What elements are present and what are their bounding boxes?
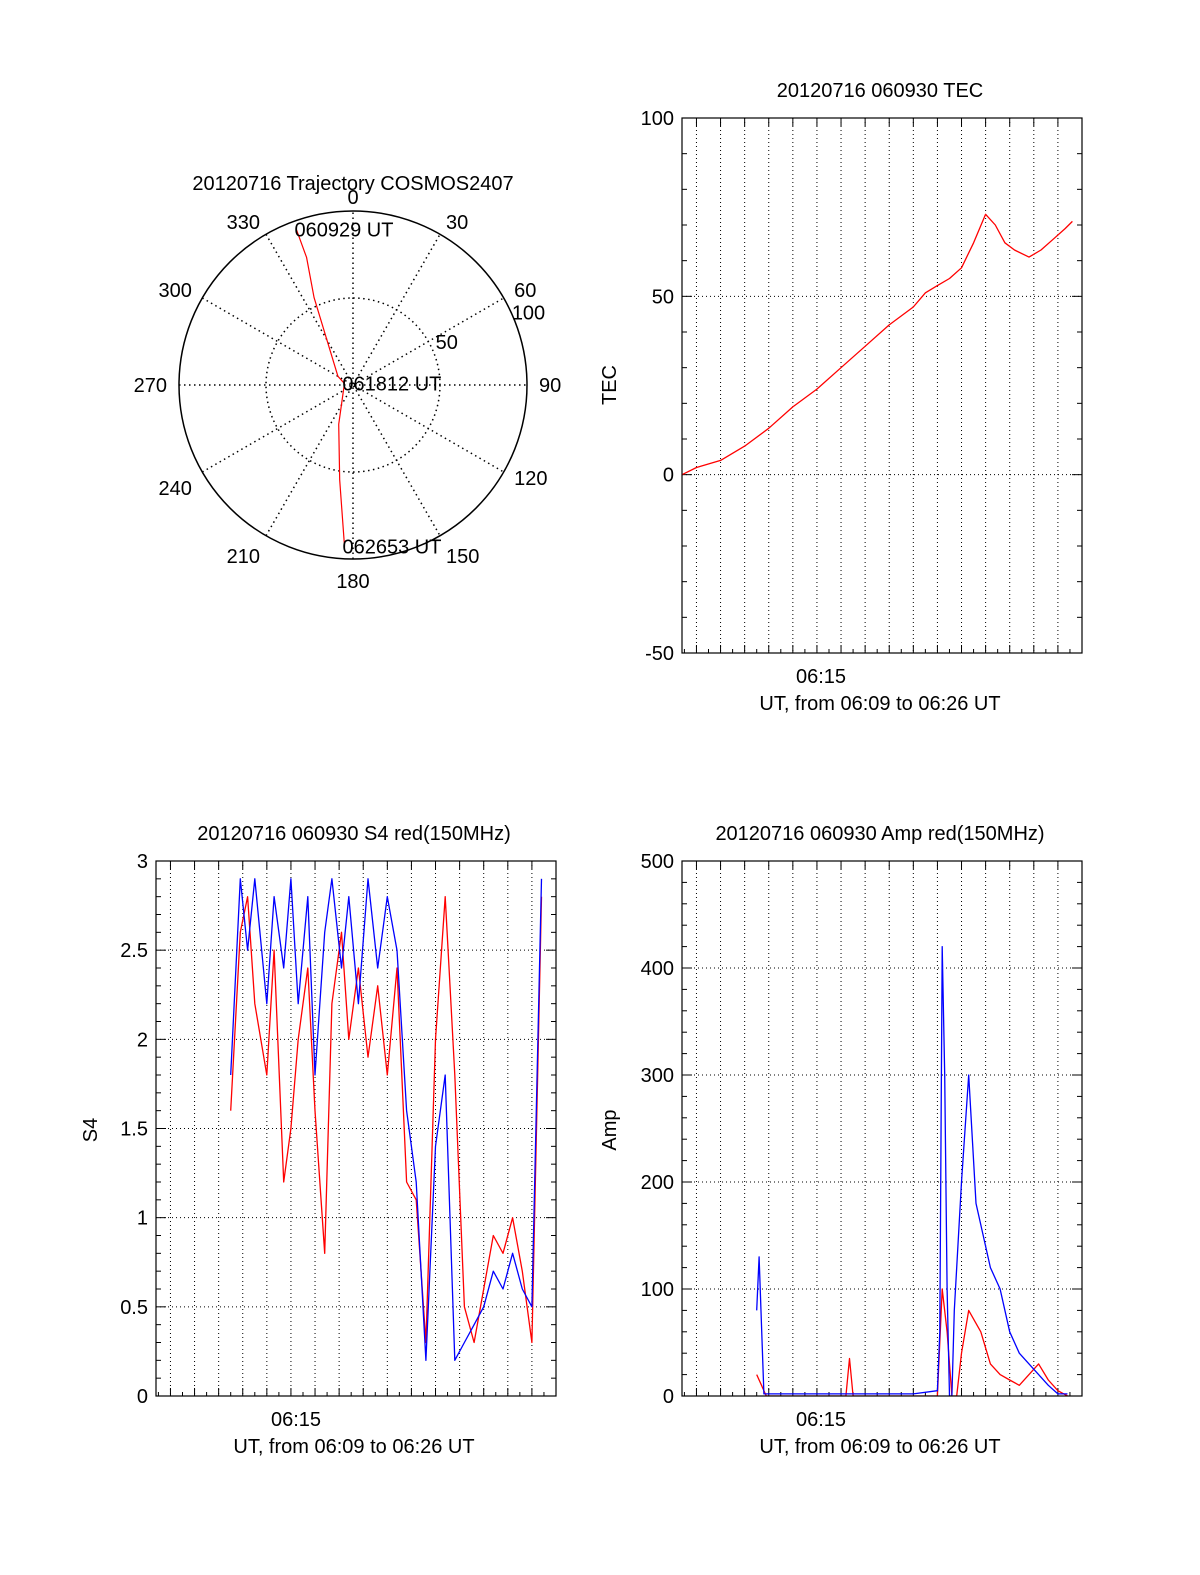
y-tick-label: 0: [663, 1386, 674, 1408]
series-group: [682, 213, 1073, 476]
polar-spoke: [265, 233, 441, 537]
y-tick-label: 200: [641, 1172, 674, 1194]
amp-xtick-label: 06:15: [796, 1409, 846, 1431]
amp-xlabel: UT, from 06:09 to 06:26 UT: [759, 1436, 1000, 1458]
amp-title: 20120716 060930 Amp red(150MHz): [715, 823, 1044, 845]
s4-xtick-label: 06:15: [271, 1409, 321, 1431]
y-tick-label: 400: [641, 958, 674, 980]
polar-angle-label: 90: [539, 375, 561, 397]
polar-spoke: [201, 297, 505, 473]
y-tick-label: -50: [645, 643, 674, 665]
polar-radial-label: 100: [512, 302, 545, 324]
trajectory-time-label: 060929 UT: [294, 220, 393, 242]
blue-series-line: [230, 878, 543, 1361]
plot-frame: [681, 117, 1083, 654]
tec-xtick-label: 06:15: [796, 666, 846, 688]
amp-ylabel: Amp: [599, 1109, 621, 1150]
s4-xlabel: UT, from 06:09 to 06:26 UT: [233, 1436, 474, 1458]
polar-angle-label: 210: [227, 546, 260, 568]
red-series-line: [230, 896, 543, 1344]
tec-title: 20120716 060930 TEC: [777, 80, 983, 102]
trajectory-title: 20120716 Trajectory COSMOS2407: [192, 173, 513, 195]
plot-frame: [681, 860, 1083, 1397]
red-series-line: [682, 213, 1073, 476]
polar-angle-label: 300: [159, 280, 192, 302]
trajectory-line: [295, 229, 346, 547]
polar-spoke: [265, 233, 441, 537]
trajectory-polar-plot: 20120716 Trajectory COSMOS2407 0 30 60 90 12…: [134, 173, 562, 593]
series-group: [756, 945, 1068, 1396]
y-tick-label: 500: [641, 851, 674, 873]
y-tick-label: 2.5: [120, 940, 148, 962]
plot-frame: [155, 860, 557, 1397]
polar-angle-label: 60: [514, 280, 536, 302]
polar-angle-label: 150: [446, 546, 479, 568]
y-tick-label: 100: [641, 1279, 674, 1301]
trajectory-time-label: 062653 UT: [343, 537, 442, 559]
trajectory-time-label: 061812 UT: [342, 373, 441, 395]
y-tick-label: 1.5: [120, 1119, 148, 1141]
y-tick-label: 100: [641, 108, 674, 130]
amp-line-chart: 20120716 060930 Amp red(150MHz) Amp 06:1…: [599, 823, 1083, 1458]
s4-ylabel: S4: [80, 1118, 102, 1142]
polar-angle-label: 330: [227, 212, 260, 234]
y-tick-label: 0: [137, 1386, 148, 1408]
s4-title: 20120716 060930 S4 red(150MHz): [197, 823, 511, 845]
series-group: [230, 878, 543, 1361]
polar-angle-label: 0: [347, 187, 358, 209]
tec-xlabel: UT, from 06:09 to 06:26 UT: [759, 693, 1000, 715]
s4-line-chart: 20120716 060930 S4 red(150MHz) S4 06:15 …: [80, 823, 557, 1458]
y-tick-label: 3: [137, 851, 148, 873]
polar-angle-label: 120: [514, 468, 547, 490]
y-tick-label: 1: [137, 1208, 148, 1230]
tec-line-chart: 20120716 060930 TEC TEC 06:15 UT, from 0…: [599, 80, 1083, 715]
polar-spoke: [201, 297, 505, 473]
y-tick-label: 0: [663, 465, 674, 487]
polar-angle-label: 270: [134, 375, 167, 397]
blue-series-line: [756, 945, 1068, 1396]
polar-angle-label: 30: [446, 212, 468, 234]
polar-radial-label: 50: [436, 332, 458, 354]
polar-angle-label: 240: [159, 478, 192, 500]
red-series-line: [756, 1288, 1068, 1396]
y-tick-label: 300: [641, 1065, 674, 1087]
tec-ylabel: TEC: [599, 365, 621, 405]
y-tick-label: 2: [137, 1029, 148, 1051]
polar-angle-label: 180: [336, 571, 369, 593]
y-tick-label: 0.5: [120, 1297, 148, 1319]
y-tick-label: 50: [652, 286, 674, 308]
